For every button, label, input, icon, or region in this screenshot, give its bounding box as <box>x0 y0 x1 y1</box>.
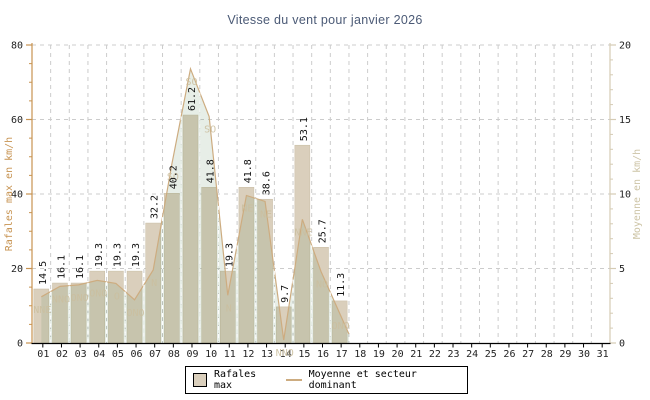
bar-value-label: 16.1 <box>56 255 67 279</box>
x-tick-label: 18 <box>354 349 366 360</box>
right-tick-label: 20 <box>619 41 631 52</box>
left-axis-title: Rafales max en km/h <box>4 137 15 251</box>
direction-label: NE <box>260 209 272 220</box>
x-tick-label: 02 <box>56 349 68 360</box>
right-axis-title: Moyenne en km/h <box>632 149 643 239</box>
x-tick-label: 22 <box>429 349 441 360</box>
bar-value-label: 41.8 <box>206 159 217 183</box>
legend-rafales-label: Rafales max <box>214 369 257 391</box>
x-tick-label: 28 <box>541 349 553 360</box>
bar-value-label: 40.2 <box>168 165 179 189</box>
x-tick-label: 29 <box>559 349 571 360</box>
x-tick-label: 21 <box>410 349 422 360</box>
direction-label: ONO <box>127 308 145 319</box>
x-tick-label: 15 <box>298 349 310 360</box>
x-tick-label: 01 <box>37 349 49 360</box>
direction-label: ONO <box>71 293 89 304</box>
bar-value-label: 19.3 <box>112 243 123 267</box>
x-tick-label: 09 <box>186 349 198 360</box>
left-tick-label: 60 <box>11 115 23 126</box>
x-tick-label: 14 <box>280 349 292 360</box>
x-tick-label: 13 <box>261 349 273 360</box>
x-tick-label: 11 <box>224 349 236 360</box>
legend-rafales-swatch <box>193 373 207 387</box>
direction-label: NNO <box>276 348 294 359</box>
x-tick-label: 27 <box>522 349 534 360</box>
left-tick-label: 0 <box>17 339 23 350</box>
x-tick-label: 24 <box>466 349 478 360</box>
x-tick-label: 06 <box>131 349 143 360</box>
x-tick-label: 05 <box>112 349 124 360</box>
bar-value-label: 38.6 <box>262 171 273 195</box>
direction-label: NNE <box>294 227 312 238</box>
bar-value-label: 9.7 <box>280 285 291 303</box>
x-tick-label: 25 <box>485 349 497 360</box>
left-tick-label: 40 <box>11 190 23 201</box>
direction-label: N <box>151 278 157 289</box>
direction-label: N <box>226 303 232 314</box>
bar-value-label: 19.3 <box>94 243 105 267</box>
chart-title: Vitesse du vent pour janvier 2026 <box>227 13 423 27</box>
x-tick-label: 04 <box>93 349 105 360</box>
x-tick-label: 17 <box>336 349 348 360</box>
x-tick-label: 23 <box>447 349 459 360</box>
direction-label: SO <box>204 125 216 136</box>
right-tick-label: 15 <box>619 115 631 126</box>
bar-value-label: 19.3 <box>224 243 235 267</box>
direction-label: NE <box>241 203 253 214</box>
x-tick-label: 03 <box>75 349 87 360</box>
x-tick-label: 16 <box>317 349 329 360</box>
direction-label: O <box>114 291 120 302</box>
moyenne-line <box>41 66 350 341</box>
right-tick-label: 0 <box>619 339 625 350</box>
bar-value-label: 11.3 <box>336 273 347 297</box>
x-tick-label: 12 <box>242 349 254 360</box>
x-tick-label: 30 <box>578 349 590 360</box>
x-tick-label: 20 <box>392 349 404 360</box>
x-tick-label: 19 <box>373 349 385 360</box>
bar-value-label: 32.2 <box>150 195 161 219</box>
direction-label: NO <box>316 279 328 290</box>
direction-label: SO <box>185 77 197 88</box>
direction-label: NNO <box>52 294 70 305</box>
x-tick-label: 08 <box>168 349 180 360</box>
bar-value-label: 16.1 <box>75 255 86 279</box>
legend-moyenne-label: Moyenne et secteur dominant <box>308 369 417 391</box>
bar-value-label: 41.8 <box>243 159 254 183</box>
x-tick-label: 26 <box>503 349 515 360</box>
direction-label: ONO <box>89 288 107 299</box>
legend-moyenne-swatch <box>285 379 302 381</box>
left-tick-label: 80 <box>11 41 23 52</box>
x-tick-label: 31 <box>597 349 609 360</box>
bar-value-label: 14.5 <box>38 261 49 285</box>
right-tick-label: 5 <box>619 264 625 275</box>
legend: Rafales max Moyenne et secteur dominant <box>185 366 468 394</box>
direction-label: SO <box>167 172 179 183</box>
direction-label: NNE <box>33 305 51 316</box>
direction-label: ONO <box>332 321 350 332</box>
x-tick-label: 10 <box>205 349 217 360</box>
left-tick-label: 20 <box>11 264 23 275</box>
moyenne-area <box>41 68 349 343</box>
bar-value-label: 19.3 <box>131 243 142 267</box>
x-tick-label: 07 <box>149 349 161 360</box>
right-tick-label: 10 <box>619 190 631 201</box>
bar-value-label: 25.7 <box>318 219 329 243</box>
bar-value-label: 61.2 <box>187 87 198 111</box>
bar-value-label: 53.1 <box>299 117 310 141</box>
